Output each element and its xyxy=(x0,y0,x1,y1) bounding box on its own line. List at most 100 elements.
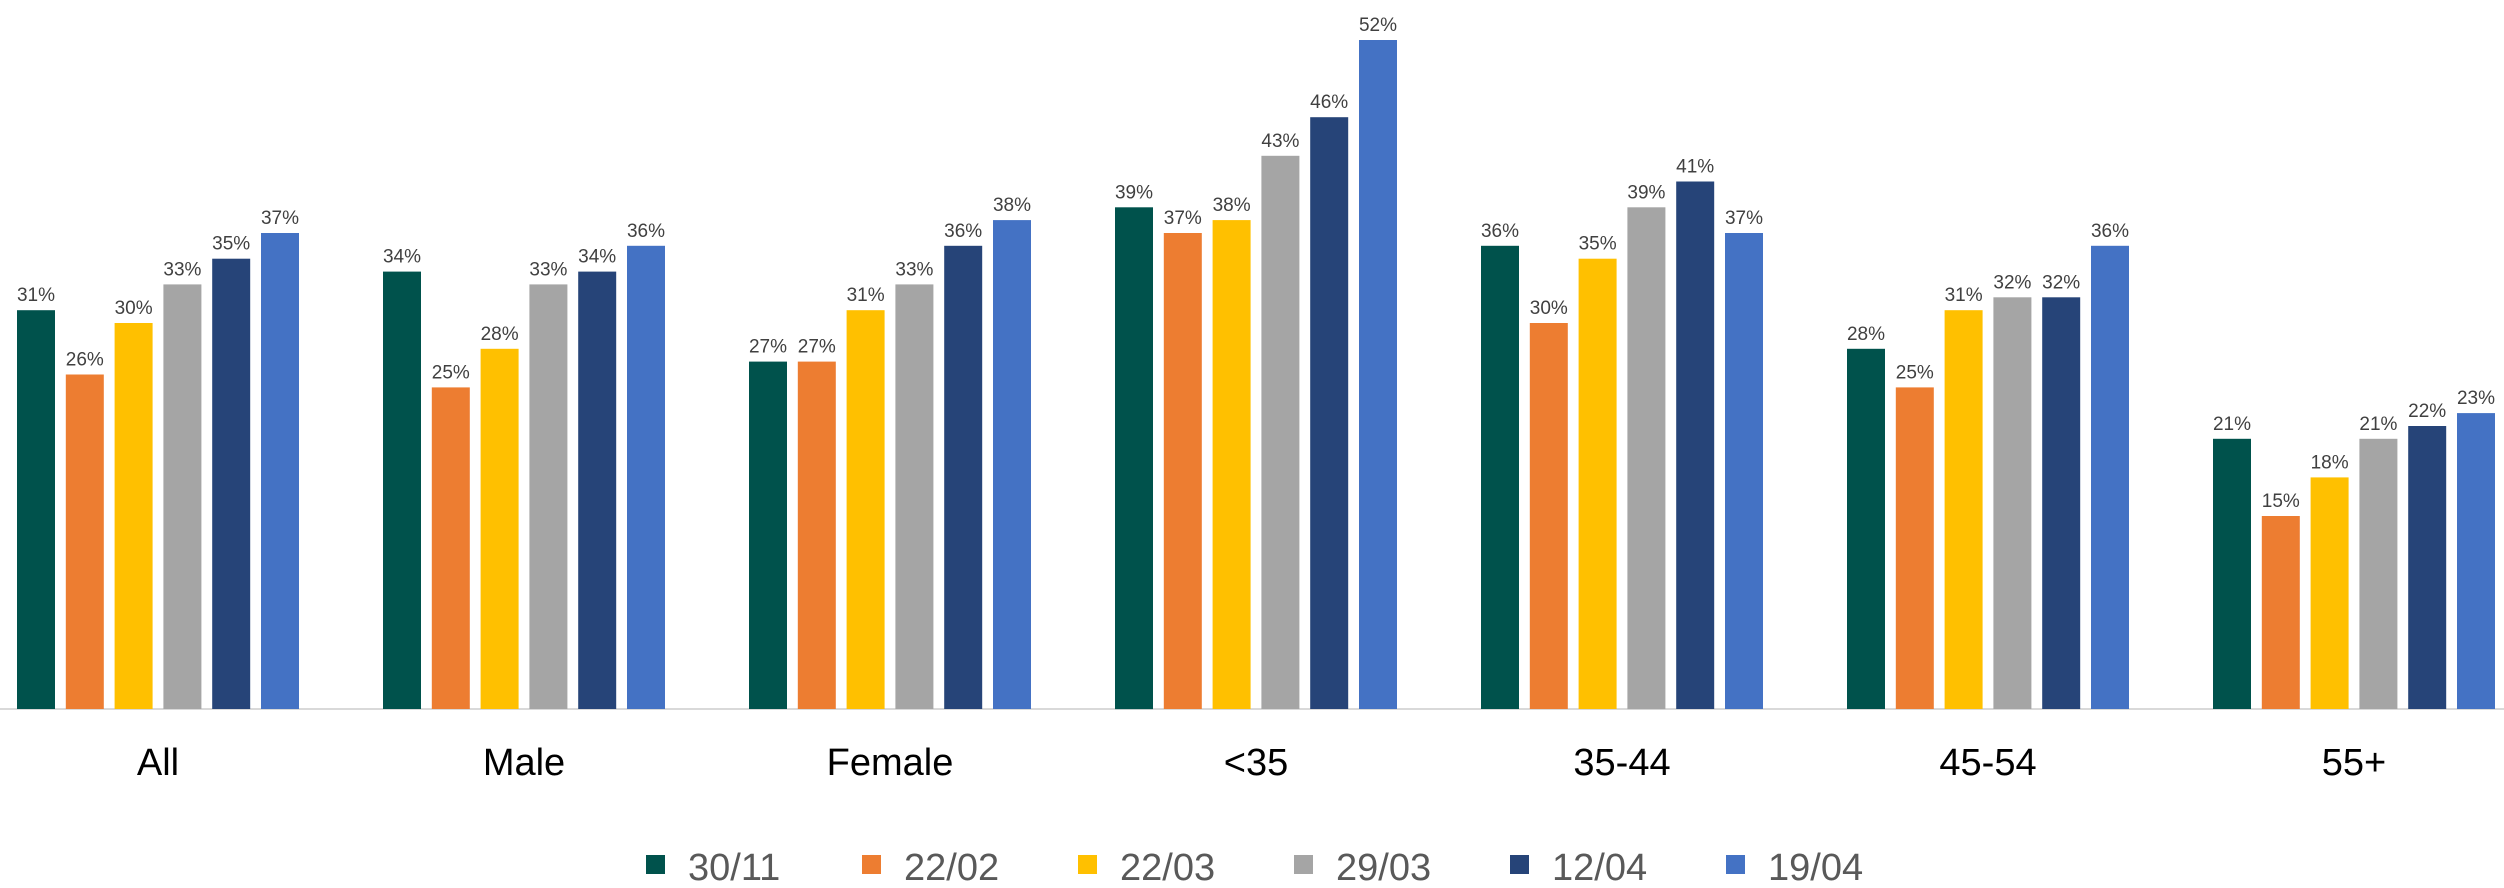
bar xyxy=(2359,438,2398,709)
bar xyxy=(627,245,665,710)
data-label: 33% xyxy=(529,259,567,280)
legend-swatch xyxy=(862,855,881,874)
data-label: 36% xyxy=(627,221,665,242)
legend-label: 22/03 xyxy=(1120,847,1215,888)
category-label: Male xyxy=(483,742,565,784)
bar xyxy=(797,361,836,709)
bar xyxy=(2457,413,2495,709)
bar xyxy=(2310,477,2349,709)
data-label: 32% xyxy=(1993,272,2031,293)
bar xyxy=(1481,245,1519,710)
legend-swatch xyxy=(1510,855,1529,874)
bar xyxy=(212,258,251,709)
bar xyxy=(846,310,885,709)
legend-swatch xyxy=(1294,855,1313,874)
data-label: 52% xyxy=(1359,15,1397,36)
bar xyxy=(1847,348,1885,709)
data-label: 35% xyxy=(212,234,250,255)
bar xyxy=(993,220,1031,709)
data-label: 31% xyxy=(1945,285,1983,306)
bar xyxy=(1261,155,1300,710)
data-label: 37% xyxy=(1725,208,1763,229)
data-label: 34% xyxy=(383,247,421,268)
bar xyxy=(17,310,55,709)
bar xyxy=(431,387,470,709)
data-label: 37% xyxy=(261,208,299,229)
bar xyxy=(2408,426,2447,709)
data-label: 41% xyxy=(1676,157,1714,178)
legend-label: 29/03 xyxy=(1336,847,1431,888)
legend-label: 30/11 xyxy=(688,847,780,888)
bar xyxy=(261,233,299,709)
bar xyxy=(114,323,153,709)
bar xyxy=(1163,233,1202,709)
bar xyxy=(1725,233,1763,709)
legend-swatch xyxy=(646,855,665,874)
legend: 30/11 22/02 22/03 29/03 12/04 19/04 xyxy=(646,847,1863,888)
data-label: 31% xyxy=(847,285,885,306)
data-label: 26% xyxy=(66,350,104,371)
bar xyxy=(1529,323,1568,709)
data-label: 25% xyxy=(1896,362,1934,383)
data-label: 38% xyxy=(993,195,1031,216)
data-label: 22% xyxy=(2408,401,2446,422)
bar xyxy=(578,271,617,709)
data-label: 43% xyxy=(1261,131,1299,152)
data-label: 32% xyxy=(2042,272,2080,293)
legend-swatch xyxy=(1078,855,1097,874)
bar xyxy=(1212,220,1251,709)
bar xyxy=(1578,258,1617,709)
bar xyxy=(2042,297,2081,709)
data-label: 30% xyxy=(115,298,153,319)
data-label: 33% xyxy=(895,259,933,280)
data-label: 33% xyxy=(163,259,201,280)
category-label: 35-44 xyxy=(1573,742,1670,784)
data-label: 39% xyxy=(1115,182,1153,203)
bar xyxy=(480,348,519,709)
legend-label: 22/02 xyxy=(904,847,999,888)
data-labels-layer: 31% 26% 30% 33% 35% 37% 34% 25% 28% 33% 34% 36% 27% 2… xyxy=(17,15,2495,512)
bar xyxy=(895,284,934,709)
data-label: 28% xyxy=(1847,324,1885,345)
category-label: 55+ xyxy=(2322,742,2386,784)
data-label: 27% xyxy=(798,337,836,358)
bar xyxy=(1627,207,1666,710)
bar xyxy=(2213,438,2251,709)
category-label: 45-54 xyxy=(1939,742,2036,784)
data-label: 36% xyxy=(2091,221,2129,242)
data-label: 25% xyxy=(432,362,470,383)
bars-layer xyxy=(17,40,2495,710)
bar xyxy=(1115,207,1153,710)
data-label: 36% xyxy=(944,221,982,242)
legend-swatch xyxy=(1726,855,1745,874)
data-label: 39% xyxy=(1627,182,1665,203)
category-label: All xyxy=(137,742,179,784)
data-label: 15% xyxy=(2262,491,2300,512)
category-labels-layer: All Male Female <35 35-44 45-54 55+ xyxy=(137,742,2386,784)
data-label: 37% xyxy=(1164,208,1202,229)
data-label: 21% xyxy=(2213,414,2251,435)
category-label: Female xyxy=(827,742,954,784)
data-label: 31% xyxy=(17,285,55,306)
bar xyxy=(529,284,568,709)
bar xyxy=(1895,387,1934,709)
data-label: 18% xyxy=(2311,452,2349,473)
bar xyxy=(1993,297,2032,709)
category-label: <35 xyxy=(1224,742,1288,784)
legend-label: 19/04 xyxy=(1768,847,1863,888)
legend-label: 12/04 xyxy=(1552,847,1647,888)
bar xyxy=(383,271,421,709)
data-label: 35% xyxy=(1579,234,1617,255)
data-label: 36% xyxy=(1481,221,1519,242)
bar xyxy=(944,245,983,710)
bar xyxy=(163,284,202,709)
bar xyxy=(749,361,787,709)
data-label: 23% xyxy=(2457,388,2495,409)
data-label: 46% xyxy=(1310,92,1348,113)
data-label: 38% xyxy=(1213,195,1251,216)
bar xyxy=(65,374,104,709)
bar xyxy=(1676,181,1715,709)
data-label: 27% xyxy=(749,337,787,358)
data-label: 28% xyxy=(481,324,519,345)
bar xyxy=(2261,516,2300,709)
